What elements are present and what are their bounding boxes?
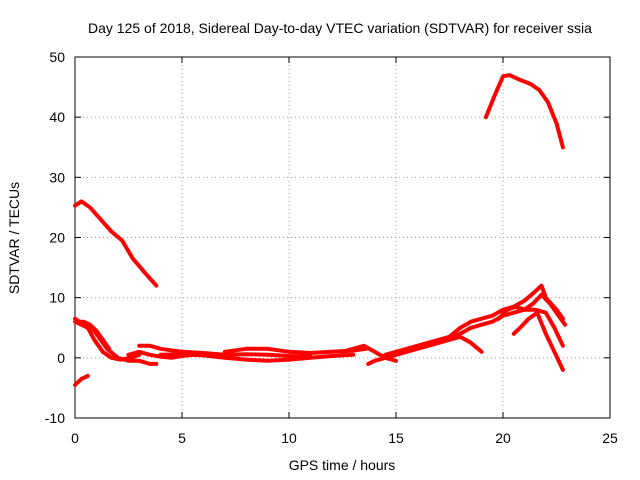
axis-ticks: 0 5 10 15 20 25 -10 0 10 20 30 40 50 bbox=[45, 49, 618, 446]
x-tick-label: 15 bbox=[388, 430, 404, 446]
series-arc-k bbox=[383, 334, 484, 357]
y-tick-label: 20 bbox=[49, 230, 65, 246]
x-tick-label: 5 bbox=[178, 430, 186, 446]
series-arc-p bbox=[126, 349, 206, 360]
chart-title: Day 125 of 2018, Sidereal Day-to-day VTE… bbox=[88, 20, 592, 36]
y-tick-label: 0 bbox=[57, 350, 65, 366]
x-tick-label: 25 bbox=[602, 430, 618, 446]
y-tick-label: 40 bbox=[49, 109, 65, 125]
y-tick-label: 50 bbox=[49, 49, 65, 65]
x-tick-label: 10 bbox=[281, 430, 297, 446]
series-arc-j bbox=[366, 307, 565, 366]
series-arc-f bbox=[137, 343, 313, 359]
y-axis-label: SDTVAR / TECUs bbox=[6, 182, 22, 294]
y-tick-label: 30 bbox=[49, 169, 65, 185]
series-arc-o bbox=[73, 316, 112, 351]
series-arc-m bbox=[511, 310, 565, 372]
series-arc-n bbox=[496, 292, 568, 327]
series-arc-a bbox=[73, 199, 159, 288]
series-arc-c bbox=[73, 373, 90, 387]
y-tick-label: -10 bbox=[45, 410, 65, 426]
series-arc-b bbox=[483, 73, 565, 150]
y-tick-label: 10 bbox=[49, 290, 65, 306]
series-layer bbox=[73, 73, 568, 387]
x-axis-label: GPS time / hours bbox=[289, 457, 396, 473]
x-tick-label: 20 bbox=[495, 430, 511, 446]
x-tick-label: 0 bbox=[71, 430, 79, 446]
